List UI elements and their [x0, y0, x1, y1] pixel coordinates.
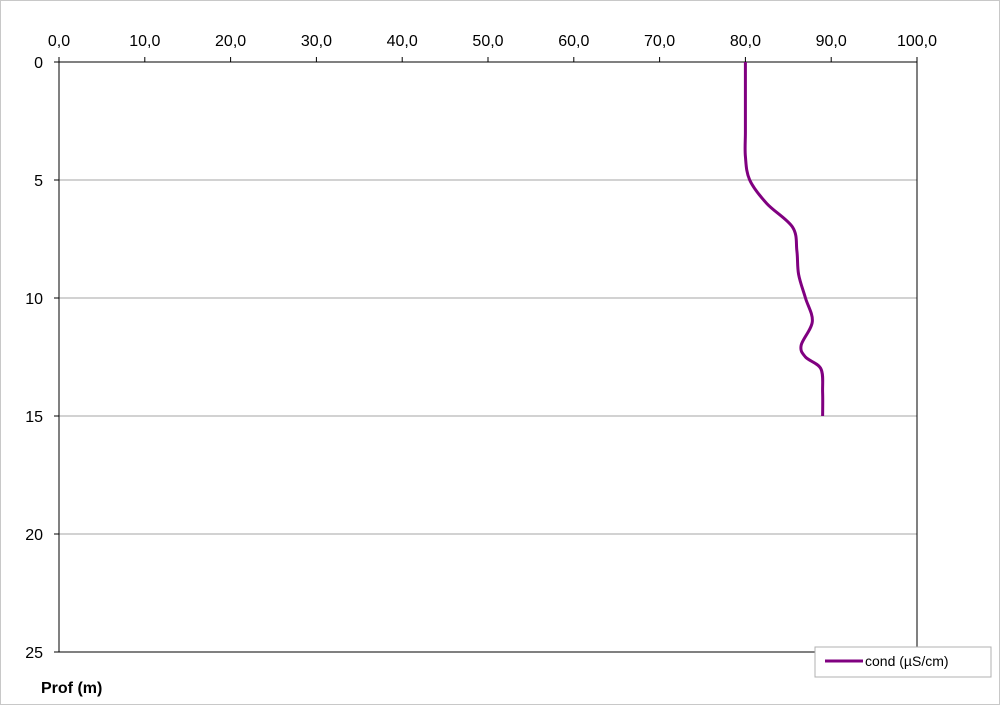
y-tick-label: 10	[25, 291, 43, 308]
x-tick-label: 60,0	[558, 33, 589, 50]
grid-layer	[59, 179, 917, 535]
y-tick-label: 5	[34, 173, 43, 190]
x-tick-label: 40,0	[387, 33, 418, 50]
x-tick-label: 100,0	[897, 33, 937, 50]
y-tick-label: 0	[34, 55, 43, 72]
plot-area	[58, 61, 918, 653]
x-tick-label: 80,0	[730, 33, 761, 50]
series-layer	[743, 62, 825, 417]
x-tick-label: 0,0	[48, 33, 70, 50]
legend-label: cond (µS/cm)	[865, 653, 949, 669]
x-tick-label: 70,0	[644, 33, 675, 50]
y-tick-label: 25	[25, 645, 43, 662]
series-line-0	[743, 62, 825, 417]
x-tick-label: 20,0	[215, 33, 246, 50]
y-tick-label: 15	[25, 409, 43, 426]
x-tick-label: 50,0	[472, 33, 503, 50]
tick-layer: 0 5 10 15 20 25 0,0 10,0 20,0 30,0 40,0 50,0 60,0 70,…	[25, 33, 937, 662]
x-tick-label: 10,0	[129, 33, 160, 50]
y-tick-label: 20	[25, 527, 43, 544]
x-tick-label: 30,0	[301, 33, 332, 50]
y-axis-title: Prof (m)	[41, 680, 102, 697]
x-tick-label: 90,0	[816, 33, 847, 50]
legend: cond (µS/cm)	[814, 646, 992, 678]
